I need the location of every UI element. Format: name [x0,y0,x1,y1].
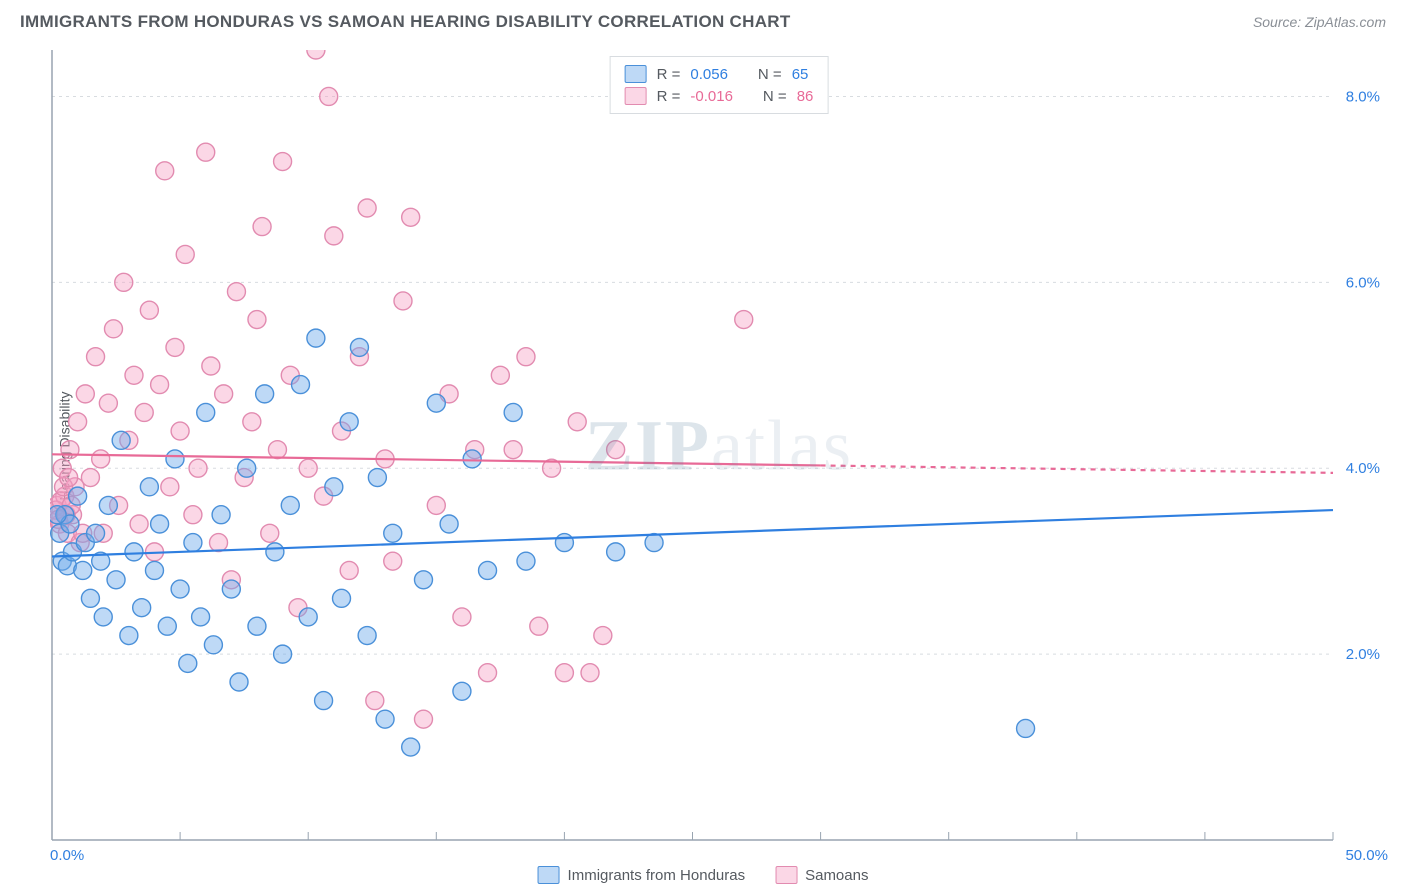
stats-legend: R = 0.056 N = 65 R = -0.016 N = 86 [610,56,829,114]
swatch-pink [775,866,797,884]
r-value-blue: 0.056 [690,66,728,83]
scatter-plot-svg: 2.0% 4.0% 6.0% 8.0% [50,50,1388,842]
stats-row-series2: R = -0.016 N = 86 [625,85,814,107]
bottom-legend: Immigrants from Honduras Samoans [538,866,869,884]
source-attribution: Source: ZipAtlas.com [1253,14,1386,30]
n-value-blue: 65 [792,66,809,83]
svg-text:8.0%: 8.0% [1346,88,1380,105]
n-label: N = [763,88,787,105]
swatch-blue [625,65,647,83]
legend-label-blue: Immigrants from Honduras [568,867,746,884]
legend-item-blue: Immigrants from Honduras [538,866,746,884]
x-min-label: 0.0% [50,847,84,864]
svg-text:4.0%: 4.0% [1346,460,1380,477]
r-label: R = [657,88,681,105]
chart-area: 2.0%4.0%6.0%8.0% ZIPatlas R = 0.056 N = … [50,50,1388,842]
x-max-label: 50.0% [1345,847,1388,864]
stats-row-series1: R = 0.056 N = 65 [625,63,814,85]
swatch-pink [625,87,647,105]
r-label: R = [657,66,681,83]
n-value-pink: 86 [797,88,814,105]
n-label: N = [758,66,782,83]
legend-label-pink: Samoans [805,867,868,884]
r-value-pink: -0.016 [690,88,733,105]
svg-text:2.0%: 2.0% [1346,646,1380,663]
x-axis-labels: 0.0% 50.0% [50,847,1388,864]
svg-text:6.0%: 6.0% [1346,274,1380,291]
legend-item-pink: Samoans [775,866,868,884]
swatch-blue [538,866,560,884]
chart-title: IMMIGRANTS FROM HONDURAS VS SAMOAN HEARI… [20,12,791,32]
